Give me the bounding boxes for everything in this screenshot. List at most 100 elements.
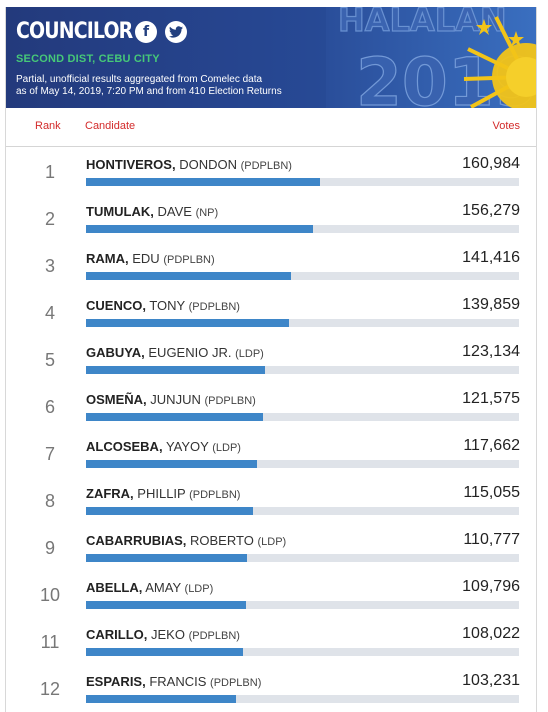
vote-bar-fill [86,178,320,186]
candidate-rank: 10 [39,585,61,605]
candidate-first-name: TONY [149,298,185,313]
candidate-votes: 121,575 [462,390,520,407]
results-note-line: Partial, unofficial results aggregated f… [16,74,263,85]
candidate-rank: 12 [39,679,61,699]
twitter-icon[interactable] [165,21,187,43]
vote-bar-track [86,413,519,421]
candidate-votes: 139,859 [462,296,520,313]
page-title: COUNCILOR [16,19,133,44]
vote-bar-track [86,648,519,656]
candidate-party: (PDPLBN) [188,301,240,313]
candidate-votes: 110,777 [463,531,520,548]
vote-bar-fill [86,319,289,327]
table-row: 5 GABUYA, EUGENIO JR. (LDP) 123,134 [6,333,536,380]
candidate-first-name: EDU [132,251,160,266]
vote-bar-track [86,225,519,233]
candidate-name: HONTIVEROS, DONDON (PDPLBN) [86,157,292,172]
candidate-votes: 108,022 [462,625,520,642]
candidate-party: (LDP) [184,583,214,595]
candidate-rank: 9 [44,538,55,558]
vote-bar-track [86,601,519,609]
vote-bar-fill [86,366,265,374]
vote-bar-track [86,507,519,515]
candidate-party: (PDPLBN) [240,160,292,172]
results-header: HALALAN 2019 COUNCILOR f [6,7,536,108]
results-note: Partial, unofficial results aggregated f… [16,74,316,98]
candidate-first-name: YAYOY [165,439,209,454]
candidate-rank: 4 [44,303,55,323]
halalan-2019-logo: HALALAN 2019 [326,7,536,108]
candidate-rank: 1 [44,162,55,182]
district-label: SECOND DIST, CEBU CITY [16,53,160,65]
results-widget: HALALAN 2019 COUNCILOR f [5,7,537,712]
vote-bar-fill [86,460,257,468]
candidate-last-name: CABARRUBIAS, [86,533,187,548]
vote-bar-track [86,695,519,703]
candidate-name: CARILLO, JEKO (PDPLBN) [86,627,240,642]
candidate-name: CABARRUBIAS, ROBERTO (LDP) [86,533,286,548]
candidate-party: (LDP) [212,442,241,454]
table-row: 2 TUMULAK, DAVE (NP) 156,279 [6,192,536,239]
candidate-first-name: JUNJUN [150,392,201,407]
vote-bar-fill [86,648,243,656]
candidate-first-name: JEKO [151,627,185,642]
candidate-name: ALCOSEBA, YAYOY (LDP) [86,439,241,454]
candidate-rank: 8 [44,491,55,511]
table-row: 10 ABELLA, AMAY (LDP) 109,796 [6,568,536,615]
candidate-first-name: AMAY [145,580,181,595]
table-row: 6 OSMEÑA, JUNJUN (PDPLBN) 121,575 [6,380,536,427]
candidate-name: CUENCO, TONY (PDPLBN) [86,298,240,313]
vote-bar-fill [86,695,236,703]
candidate-rank: 11 [40,632,60,652]
facebook-icon[interactable]: f [135,21,157,43]
table-row: 12 ESPARIS, FRANCIS (PDPLBN) 103,231 [6,662,536,709]
table-row: 1 HONTIVEROS, DONDON (PDPLBN) 160,984 [6,145,536,192]
candidate-votes: 123,134 [462,343,520,360]
candidate-votes: 115,055 [463,484,520,501]
vote-bar-fill [86,272,291,280]
candidate-rank: 5 [44,350,55,370]
table-row: 7 ALCOSEBA, YAYOY (LDP) 117,662 [6,427,536,474]
candidate-votes: 103,231 [462,672,520,689]
candidate-votes: 160,984 [462,155,520,172]
candidate-last-name: GABUYA, [86,345,145,360]
vote-bar-fill [86,601,246,609]
candidate-last-name: ZAFRA, [86,486,134,501]
vote-bar-track [86,460,519,468]
vote-bar-track [86,272,519,280]
candidate-party: (PDPLBN) [204,395,256,407]
candidate-rank: 3 [44,256,55,276]
candidate-last-name: OSMEÑA, [86,392,147,407]
candidate-rank: 2 [44,209,55,229]
candidate-name: ZAFRA, PHILLIP (PDPLBN) [86,486,240,501]
table-row: 4 CUENCO, TONY (PDPLBN) 139,859 [6,286,536,333]
candidate-votes: 117,662 [463,437,520,454]
candidate-last-name: RAMA, [86,251,129,266]
candidate-name: RAMA, EDU (PDPLBN) [86,251,215,266]
candidate-last-name: CUENCO, [86,298,146,313]
vote-bar-track [86,366,519,374]
vote-bar-fill [86,554,247,562]
candidate-votes: 109,796 [462,578,520,595]
candidate-last-name: ESPARIS, [86,674,146,689]
vote-bar-track [86,178,519,186]
candidate-party: (LDP) [235,348,264,360]
candidate-party: (PDPLBN) [163,254,215,266]
candidate-last-name: ALCOSEBA, [86,439,163,454]
candidate-first-name: DAVE [157,204,192,219]
candidate-votes: 141,416 [462,249,520,266]
candidate-party: (LDP) [257,536,287,548]
candidate-party: (NP) [195,207,219,219]
candidate-rank: 6 [44,397,55,417]
table-row: 11 CARILLO, JEKO (PDPLBN) 108,022 [6,615,536,662]
vote-bar-fill [86,413,263,421]
table-row: 8 ZAFRA, PHILLIP (PDPLBN) 115,055 [6,474,536,521]
candidate-first-name: DONDON [179,157,237,172]
svg-text:HALALAN: HALALAN [338,7,507,39]
vote-bar-fill [86,225,313,233]
column-header-rank: Rank [35,120,61,132]
candidate-last-name: ABELLA, [86,580,143,595]
candidate-first-name: PHILLIP [137,486,186,501]
candidate-party: (PDPLBN) [188,630,240,642]
candidate-last-name: TUMULAK, [86,204,154,219]
